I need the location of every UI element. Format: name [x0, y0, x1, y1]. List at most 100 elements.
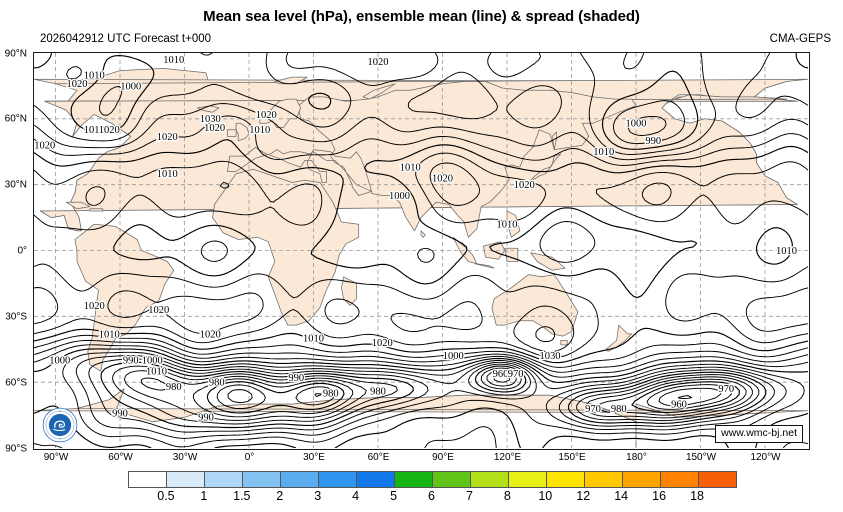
isobar-contour [227, 389, 253, 403]
contour-label: 1010 [82, 69, 106, 83]
svg-text:1010: 1010 [593, 147, 614, 158]
colorbar-tick: 6 [428, 489, 435, 503]
isobar-contour [295, 386, 336, 406]
isobar-contour [795, 53, 808, 69]
longitude-axis: 90°W 60°W 30°W 0° 30°E 60°E 90°E 120°E 150°E 180°… [0, 452, 843, 468]
svg-text:970: 970 [585, 404, 601, 415]
svg-text:1010: 1010 [146, 367, 167, 378]
isobar-contour [493, 373, 511, 383]
contour-label: 1030 [538, 350, 562, 364]
svg-text:990: 990 [288, 373, 304, 384]
isobar-contour [627, 116, 667, 136]
svg-text:980: 980 [323, 389, 339, 400]
isobar-contour [677, 395, 693, 400]
svg-text:1020: 1020 [204, 123, 225, 134]
landmass [420, 230, 426, 238]
contour-label: 1000 [441, 350, 465, 364]
colorbar-segment [585, 472, 623, 487]
svg-text:970: 970 [508, 369, 524, 380]
colorbar-tick: 5 [390, 489, 398, 503]
contour-label: 1020 [203, 122, 227, 136]
isobar-contour [429, 162, 481, 206]
isobar-contour [34, 344, 808, 378]
svg-text:1000: 1000 [389, 191, 410, 202]
isobar-contour [334, 407, 521, 448]
landmass [551, 131, 557, 150]
isobar-contour [641, 182, 672, 206]
contour-label: 1020 [34, 139, 57, 153]
contour-label: 1010 [98, 328, 122, 342]
svg-text:1020: 1020 [256, 110, 277, 121]
isobar-contour [576, 374, 760, 422]
landmass [506, 210, 521, 238]
contour-label: 1020 [98, 124, 122, 138]
land-layer [34, 68, 808, 448]
isobar-contour [200, 53, 213, 56]
svg-text:970: 970 [718, 384, 734, 395]
colorbar-tick: 18 [690, 489, 705, 503]
svg-text:1010: 1010 [84, 70, 105, 81]
latitude-tick: 30°N [4, 179, 27, 191]
contour-label: 1020 [156, 131, 180, 145]
isobar-contour [285, 53, 439, 86]
isobar-contour [424, 426, 497, 448]
svg-text:1010: 1010 [163, 55, 184, 66]
svg-text:1000: 1000 [626, 119, 647, 130]
contour-label: 1000 [141, 354, 165, 368]
isobar-contour [735, 53, 808, 119]
contour-label: 990 [644, 135, 662, 149]
isobar-contour [595, 161, 808, 225]
contour-label: 1020 [431, 172, 455, 186]
isobar-contour [513, 305, 575, 353]
colorbar-segment [623, 472, 661, 487]
svg-text:1020: 1020 [514, 180, 535, 191]
colorbar-segment [433, 472, 471, 487]
longitude-tick: 120°W [750, 452, 781, 463]
colorbar-segment [167, 472, 205, 487]
isobar-contour [665, 266, 808, 344]
contour-label: 970 [717, 383, 735, 397]
svg-text:980: 980 [166, 382, 182, 393]
isobar-contour [506, 85, 562, 129]
longitude-tick: 180° [626, 452, 647, 463]
svg-text:1000: 1000 [443, 351, 464, 362]
isobar-contour [756, 227, 793, 265]
svg-text:960: 960 [671, 400, 687, 411]
isobar-contour [407, 71, 499, 120]
svg-text:1010: 1010 [776, 246, 797, 257]
isobar-contour [623, 53, 645, 70]
latitude-tick: 0° [17, 245, 27, 257]
colorbar-tick: 0.5 [157, 489, 175, 503]
longitude-tick: 90°W [43, 452, 69, 463]
contour-label: 1010 [398, 161, 422, 175]
page-title: Mean sea level (hPa), ensemble mean (lin… [203, 8, 640, 25]
contour-label: 1020 [65, 78, 89, 92]
isobar-contour [34, 53, 352, 142]
contour-label: 960 [491, 367, 509, 381]
svg-text:960: 960 [493, 369, 509, 380]
isobar-contour [474, 365, 527, 393]
landmass [560, 340, 568, 346]
isobar-contour [140, 377, 169, 391]
spread-colorbar [128, 471, 737, 488]
isobar-contour [62, 351, 805, 448]
svg-text:990: 990 [112, 408, 128, 419]
isobar-contour [66, 66, 82, 80]
colorbar-segment [357, 472, 395, 487]
svg-text:1020: 1020 [84, 301, 105, 312]
longitude-tick: 150°E [558, 452, 586, 463]
colorbar-tick: 4 [352, 489, 360, 503]
isobar-contour [415, 152, 547, 224]
contour-label: 1010 [82, 124, 106, 138]
contour-label: 980 [322, 387, 340, 401]
longitude-tick: 0° [244, 452, 255, 463]
contour-label: 980 [369, 385, 387, 399]
svg-text:1030: 1030 [200, 114, 221, 125]
colorbar-segment [319, 472, 357, 487]
isobar-contour [99, 86, 123, 116]
svg-text:1020: 1020 [99, 125, 120, 136]
isobar-contour [192, 378, 354, 418]
landmass [227, 129, 237, 137]
isobar-contour [85, 186, 106, 206]
